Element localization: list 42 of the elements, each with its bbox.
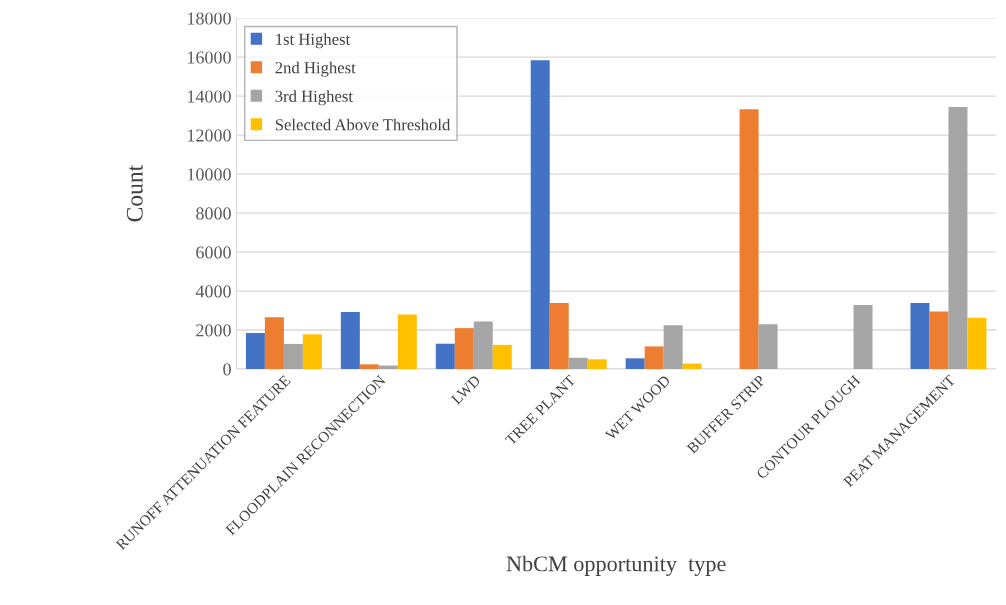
bar bbox=[245, 332, 265, 370]
bar bbox=[302, 334, 322, 370]
y-axis-title: Count bbox=[126, 164, 143, 222]
y-tick-label: 2000 bbox=[196, 324, 231, 337]
bar bbox=[359, 364, 379, 370]
legend-label: 3rd Highest bbox=[275, 90, 353, 106]
bar bbox=[473, 321, 493, 370]
bar bbox=[948, 107, 968, 370]
y-tick-label: 6000 bbox=[196, 246, 231, 259]
bar bbox=[625, 358, 645, 370]
bar bbox=[492, 344, 512, 370]
bar bbox=[853, 304, 873, 370]
y-tick-label: 10000 bbox=[188, 168, 231, 181]
bar bbox=[530, 60, 550, 370]
bar bbox=[758, 324, 778, 370]
legend-label: Selected Above Threshold bbox=[275, 118, 451, 131]
bar bbox=[967, 317, 987, 370]
x-axis-title: NbCM opportunity type bbox=[506, 555, 726, 576]
legend-label: 1st Highest bbox=[276, 33, 351, 49]
bar bbox=[929, 311, 949, 370]
bar bbox=[435, 343, 455, 370]
bar bbox=[568, 357, 588, 370]
y-tick-label: 12000 bbox=[188, 129, 231, 142]
bar bbox=[682, 363, 702, 370]
bar bbox=[264, 317, 284, 370]
bar bbox=[549, 302, 569, 370]
bar bbox=[283, 343, 303, 370]
bar bbox=[910, 302, 930, 370]
bar bbox=[340, 311, 360, 370]
bar bbox=[739, 109, 759, 370]
y-tick-label: 14000 bbox=[188, 90, 231, 103]
bar bbox=[644, 346, 664, 370]
legend-label: 2nd Highest bbox=[275, 61, 356, 77]
y-tick-label: 16000 bbox=[188, 51, 231, 64]
y-tick-label: 0 bbox=[223, 363, 231, 376]
bar bbox=[663, 325, 683, 370]
y-tick-label: 4000 bbox=[195, 285, 231, 298]
bar bbox=[454, 328, 474, 370]
bar bbox=[587, 359, 607, 370]
y-tick-label: 8000 bbox=[196, 207, 231, 220]
y-tick-label: 18000 bbox=[188, 12, 231, 25]
bar bbox=[397, 314, 417, 370]
